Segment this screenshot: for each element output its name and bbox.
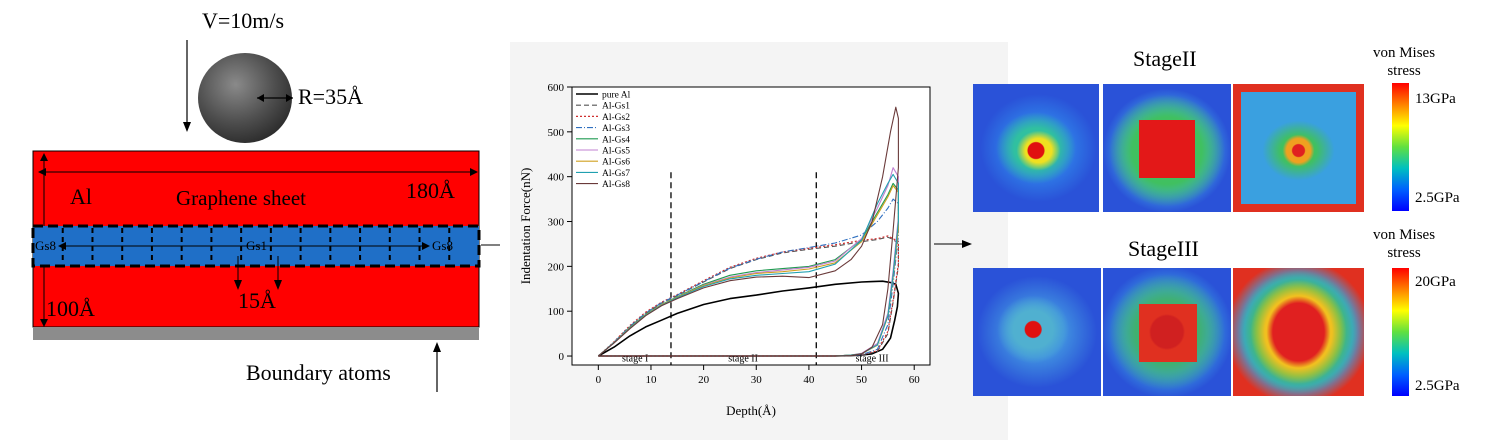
y-tick-label: 0 [559,351,565,363]
colorbar-stage2-min: 2.5GPa [1415,190,1460,206]
colorbar-stage3-max: 20GPa [1415,274,1456,290]
spacing-label: 15Å [238,288,276,313]
boundary-layer [33,327,479,340]
legend1-title-line1: von Mises [1372,45,1436,61]
stage2-panel-2 [1103,84,1231,212]
legend-entry: Al-Gs7 [602,169,630,179]
y-tick-label: 100 [548,306,565,318]
y-tick-label: 600 [548,82,565,94]
colorbar-stage3 [1392,268,1409,396]
y-tick-label: 200 [548,261,565,273]
legend-entry: Al-Gs8 [602,180,630,190]
y-tick-label: 500 [548,127,565,139]
width-label: 180Å [406,178,455,203]
colorbar-stage2 [1392,83,1409,211]
legend-entry: Al-Gs4 [602,135,630,145]
graphene-sheet-label: Graphene sheet [176,186,307,210]
legend-entry: Al-Gs6 [602,158,630,168]
x-tick-label: 0 [596,374,602,386]
gs-left-label: Gs8 [35,238,56,253]
legend2-title-line2: stress [1387,245,1421,261]
graphene-outline [31,224,481,268]
legend2-title: von Mises stress [1367,226,1441,262]
indenter-ball [198,53,292,143]
gs-right-label: Gs8 [432,238,453,253]
y-tick-label: 300 [548,217,565,229]
stage3-panel-3 [1233,268,1364,396]
stage2-panel-1 [973,84,1099,212]
x-tick-label: 50 [856,374,868,386]
al-label: Al [70,184,92,209]
y-tick-label: 400 [548,172,565,184]
x-tick-label: 30 [751,374,763,386]
stage3-title: StageIII [1128,236,1199,261]
legend-entry: pure Al [602,91,631,101]
legend-entry: Al-Gs1 [602,102,630,112]
colorbar-stage2-max: 13GPa [1415,91,1456,107]
legend-entry: Al-Gs2 [602,113,630,123]
stage-label: stage I [622,353,648,364]
x-tick-label: 60 [909,374,921,386]
legend2-title-line1: von Mises [1372,227,1436,243]
colorbar-stage3-min: 2.5GPa [1415,378,1460,394]
model-diagram [31,40,500,392]
x-tick-label: 10 [645,374,657,386]
stage3-panel-2 [1103,268,1231,396]
stage3-panel-1 [973,268,1101,396]
stage-label: stage III [856,353,889,364]
legend-entry: Al-Gs3 [602,124,630,134]
legend-entry: Al-Gs5 [602,147,630,157]
y-axis-label: Indentation Force(nN) [518,168,533,285]
chart-to-stress-arrow [934,240,972,248]
stage2-panel-3 [1233,84,1364,212]
legend1-title: von Mises stress [1367,44,1441,80]
x-tick-label: 20 [698,374,710,386]
series-line-al-gs8 [597,106,899,357]
stage2-title: StageII [1133,46,1197,71]
x-tick-label: 40 [803,374,815,386]
stage-label: stage II [728,353,758,364]
height-label: 100Å [46,296,95,321]
radius-label: R=35Å [298,84,363,109]
gs-center-label: Gs1 [246,238,267,253]
velocity-label: V=10m/s [202,8,285,33]
legend1-title-line2: stress [1387,63,1421,79]
boundary-label: Boundary atoms [246,360,391,385]
x-axis-label: Depth(Å) [726,403,776,418]
